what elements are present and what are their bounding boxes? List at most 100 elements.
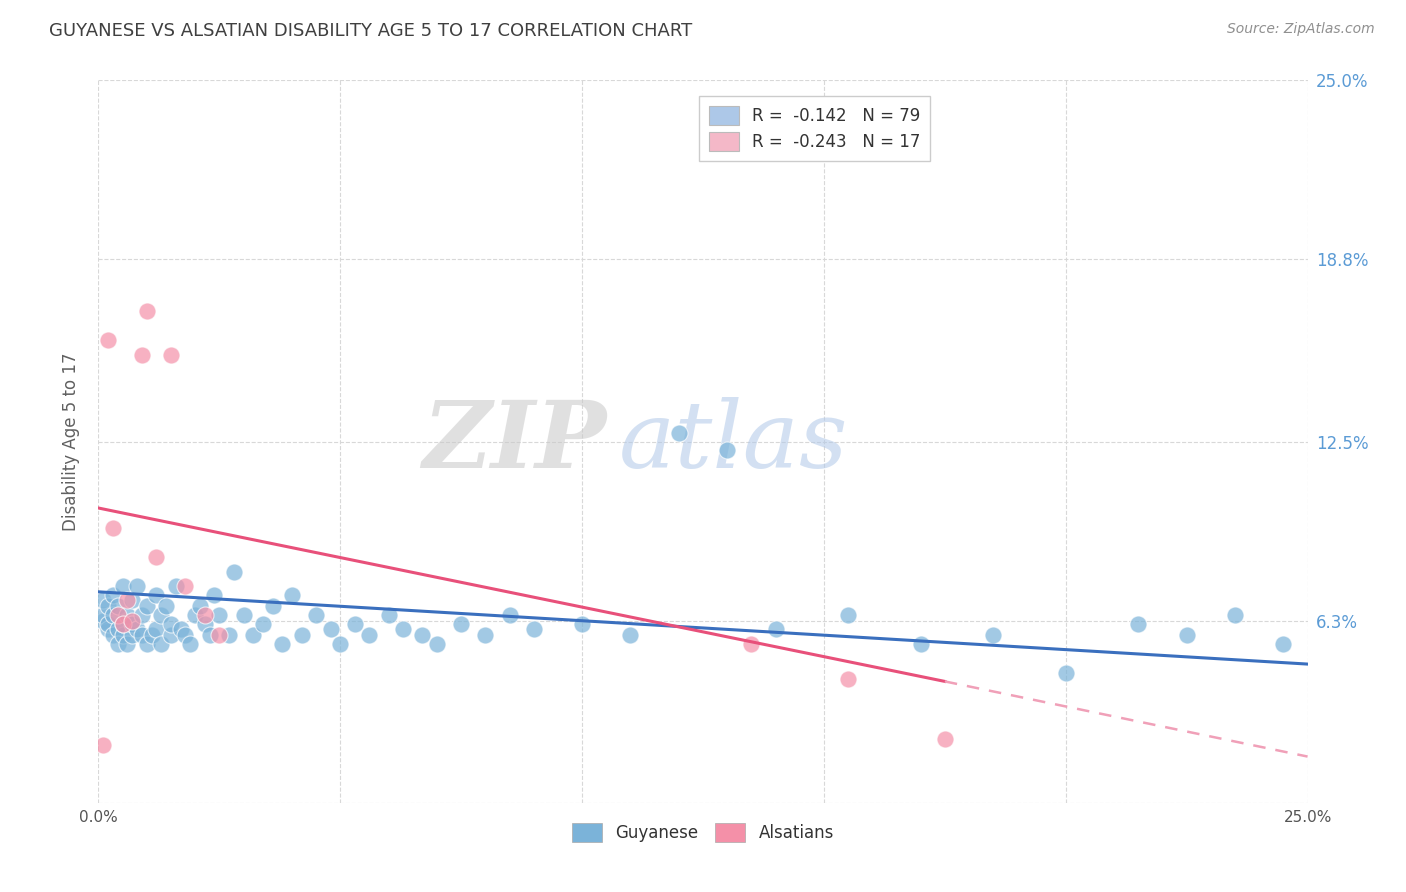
Point xyxy=(198,628,221,642)
Point xyxy=(204,588,226,602)
Point xyxy=(135,304,157,318)
Legend: Guyanese, Alsatians: Guyanese, Alsatians xyxy=(565,816,841,848)
Point xyxy=(150,637,173,651)
Text: ZIP: ZIP xyxy=(422,397,606,486)
Point xyxy=(91,614,114,628)
Point xyxy=(97,334,120,348)
Point xyxy=(145,550,167,565)
Point xyxy=(523,623,546,637)
Point xyxy=(135,637,157,651)
Point xyxy=(179,637,201,651)
Point xyxy=(252,616,274,631)
Point xyxy=(1054,665,1077,680)
Text: GUYANESE VS ALSATIAN DISABILITY AGE 5 TO 17 CORRELATION CHART: GUYANESE VS ALSATIAN DISABILITY AGE 5 TO… xyxy=(49,22,693,40)
Point xyxy=(131,607,153,622)
Point xyxy=(117,607,139,622)
Text: atlas: atlas xyxy=(619,397,848,486)
Point xyxy=(194,616,217,631)
Point xyxy=(359,628,381,642)
Point xyxy=(111,628,134,642)
Point xyxy=(392,623,415,637)
Point xyxy=(160,348,183,362)
Point xyxy=(111,616,134,631)
Point xyxy=(121,616,143,631)
Point xyxy=(174,628,197,642)
Point xyxy=(343,616,366,631)
Point xyxy=(107,607,129,622)
Point xyxy=(981,628,1004,642)
Point xyxy=(208,607,231,622)
Point xyxy=(1175,628,1198,642)
Point xyxy=(121,628,143,642)
Point xyxy=(498,607,520,622)
Point xyxy=(305,607,328,622)
Point xyxy=(131,348,153,362)
Point xyxy=(619,628,641,642)
Point xyxy=(218,628,240,642)
Point xyxy=(222,565,245,579)
Point xyxy=(281,588,304,602)
Point xyxy=(91,607,114,622)
Point xyxy=(145,588,167,602)
Point xyxy=(188,599,211,614)
Point xyxy=(837,607,859,622)
Point xyxy=(450,616,472,631)
Point xyxy=(150,607,173,622)
Point xyxy=(121,593,143,607)
Point xyxy=(765,623,787,637)
Point xyxy=(668,425,690,440)
Point xyxy=(97,599,120,614)
Point xyxy=(107,623,129,637)
Point xyxy=(141,628,163,642)
Point xyxy=(1128,616,1150,631)
Point xyxy=(131,628,153,642)
Point xyxy=(174,579,197,593)
Point xyxy=(127,623,149,637)
Point xyxy=(101,628,124,642)
Point xyxy=(127,579,149,593)
Point xyxy=(107,599,129,614)
Point xyxy=(716,443,738,458)
Point xyxy=(121,614,143,628)
Point xyxy=(208,628,231,642)
Point xyxy=(474,628,496,642)
Point xyxy=(169,623,191,637)
Point xyxy=(160,616,183,631)
Point xyxy=(107,637,129,651)
Point xyxy=(242,628,264,642)
Point xyxy=(329,637,352,651)
Point xyxy=(1223,607,1246,622)
Point xyxy=(426,637,449,651)
Point xyxy=(1272,637,1295,651)
Point xyxy=(145,623,167,637)
Point xyxy=(194,607,217,622)
Point xyxy=(184,607,207,622)
Point xyxy=(97,623,120,637)
Point xyxy=(377,607,399,622)
Point xyxy=(271,637,294,651)
Point xyxy=(411,628,433,642)
Point xyxy=(290,628,312,642)
Point xyxy=(101,607,124,622)
Point xyxy=(165,579,187,593)
Point xyxy=(910,637,932,651)
Point xyxy=(740,637,762,651)
Point xyxy=(91,738,114,752)
Point xyxy=(319,623,342,637)
Point xyxy=(837,672,859,686)
Point xyxy=(160,628,183,642)
Point xyxy=(155,599,177,614)
Point xyxy=(101,588,124,602)
Point xyxy=(97,616,120,631)
Point xyxy=(262,599,284,614)
Point xyxy=(101,521,124,535)
Point xyxy=(91,593,114,607)
Point xyxy=(111,616,134,631)
Point xyxy=(934,732,956,747)
Y-axis label: Disability Age 5 to 17: Disability Age 5 to 17 xyxy=(62,352,80,531)
Point xyxy=(111,579,134,593)
Point xyxy=(232,607,254,622)
Point xyxy=(571,616,593,631)
Point xyxy=(135,599,157,614)
Point xyxy=(117,593,139,607)
